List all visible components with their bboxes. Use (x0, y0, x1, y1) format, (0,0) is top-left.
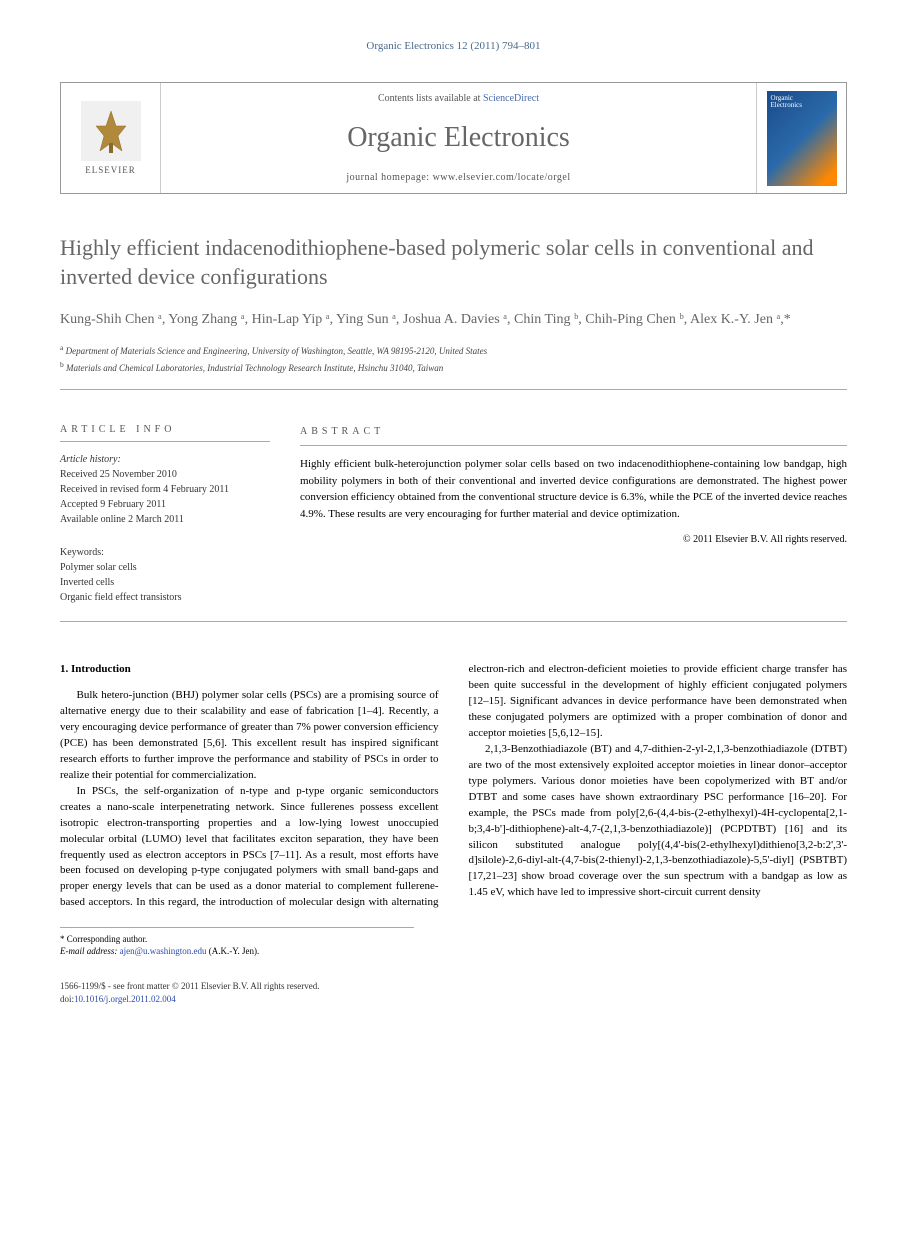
body-columns: 1. Introduction Bulk hetero-junction (BH… (60, 662, 847, 911)
homepage-url: www.elsevier.com/locate/orgel (433, 172, 571, 183)
email-label: E-mail address: (60, 946, 117, 956)
keyword: Polymer solar cells (60, 560, 270, 575)
body-paragraph: 2,1,3-Benzothiadiazole (BT) and 4,7-dith… (469, 742, 848, 901)
doi-label: doi: (60, 994, 74, 1004)
doi-line: doi:10.1016/j.orgel.2011.02.004 (60, 993, 847, 1006)
abstract-column: ABSTRACT Highly efficient bulk-heterojun… (300, 424, 847, 605)
keyword: Organic field effect transistors (60, 590, 270, 605)
abstract-text: Highly efficient bulk-heterojunction pol… (300, 456, 847, 522)
affiliation-b-text: Materials and Chemical Laboratories, Ind… (66, 363, 443, 373)
homepage-prefix: journal homepage: (346, 172, 432, 183)
affiliations: a Department of Materials Science and En… (60, 342, 847, 390)
body-paragraph: Bulk hetero-junction (BHJ) polymer solar… (60, 688, 439, 784)
footer-bar: 1566-1199/$ - see front matter © 2011 El… (60, 980, 847, 1005)
corresponding-author-footnote: * Corresponding author. E-mail address: … (60, 927, 414, 956)
keywords-head: Keywords: (60, 545, 270, 560)
keywords-block: Keywords: Polymer solar cells Inverted c… (60, 545, 270, 605)
running-head: Organic Electronics 12 (2011) 794–801 (60, 40, 847, 52)
affiliation-b: b Materials and Chemical Laboratories, I… (60, 359, 847, 376)
masthead-center: Contents lists available at ScienceDirec… (161, 83, 756, 193)
doi-link[interactable]: 10.1016/j.orgel.2011.02.004 (74, 994, 176, 1004)
contents-list-line: Contents lists available at ScienceDirec… (181, 93, 736, 104)
article-info-column: ARTICLE INFO Article history: Received 2… (60, 424, 270, 605)
affiliation-a-text: Department of Materials Science and Engi… (66, 346, 488, 356)
publisher-logo-block: ELSEVIER (61, 83, 161, 193)
authors-line: Kung-Shih Chen ᵃ, Yong Zhang ᵃ, Hin-Lap … (60, 309, 847, 330)
corresponding-label: * Corresponding author. (60, 934, 414, 944)
affiliation-a: a Department of Materials Science and En… (60, 342, 847, 359)
history-head: Article history: (60, 452, 270, 467)
masthead: ELSEVIER Contents lists available at Sci… (60, 82, 847, 194)
journal-cover-thumb (756, 83, 846, 193)
contents-prefix: Contents lists available at (378, 93, 483, 104)
abstract-copyright: © 2011 Elsevier B.V. All rights reserved… (300, 532, 847, 547)
publisher-name: ELSEVIER (85, 165, 136, 175)
journal-homepage-line: journal homepage: www.elsevier.com/locat… (181, 172, 736, 183)
history-line: Available online 2 March 2011 (60, 512, 270, 527)
title-block: Highly efficient indacenodithiophene-bas… (60, 234, 847, 390)
sciencedirect-link[interactable]: ScienceDirect (483, 93, 539, 104)
section-heading-intro: 1. Introduction (60, 662, 439, 678)
abstract-heading: ABSTRACT (300, 424, 847, 446)
history-line: Received in revised form 4 February 2011 (60, 482, 270, 497)
journal-name: Organic Electronics (181, 122, 736, 154)
article-history: Article history: Received 25 November 20… (60, 452, 270, 527)
keyword: Inverted cells (60, 575, 270, 590)
elsevier-tree-icon (81, 101, 141, 161)
article-title: Highly efficient indacenodithiophene-bas… (60, 234, 847, 291)
email-line: E-mail address: ajen@u.washington.edu (A… (60, 946, 414, 956)
issn-line: 1566-1199/$ - see front matter © 2011 El… (60, 980, 847, 993)
cover-image (767, 91, 837, 186)
email-who: (A.K.-Y. Jen). (209, 946, 260, 956)
history-line: Accepted 9 February 2011 (60, 497, 270, 512)
history-line: Received 25 November 2010 (60, 467, 270, 482)
article-info-heading: ARTICLE INFO (60, 424, 270, 442)
corresponding-email-link[interactable]: ajen@u.washington.edu (120, 946, 207, 956)
info-abstract-row: ARTICLE INFO Article history: Received 2… (60, 408, 847, 622)
